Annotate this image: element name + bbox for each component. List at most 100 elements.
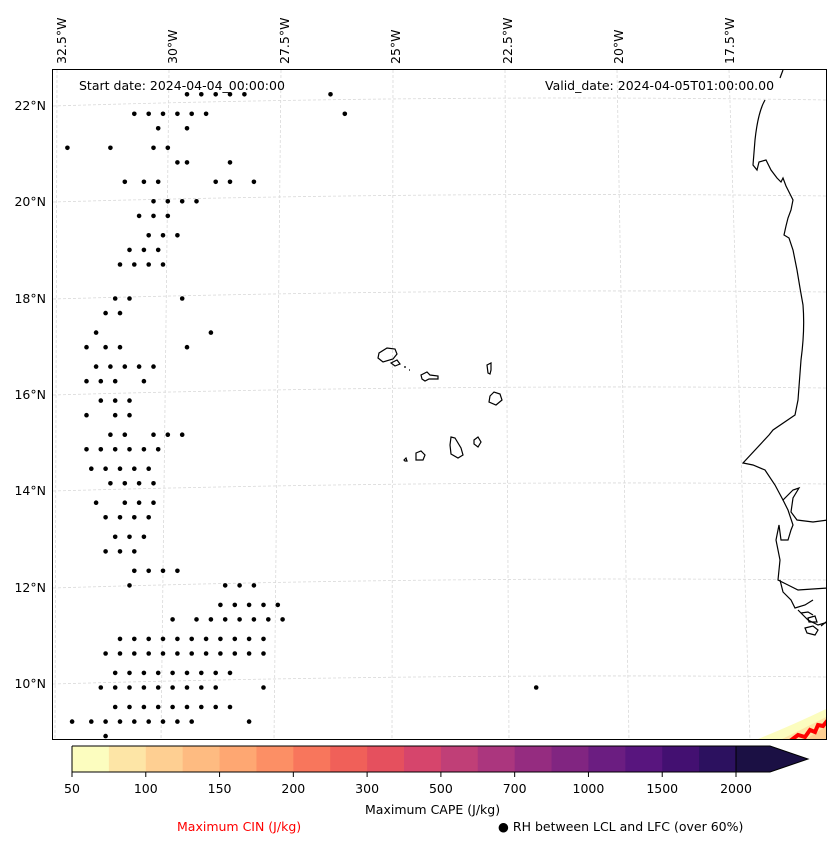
rh-dot [227, 179, 233, 185]
rh-dot [170, 685, 175, 690]
colorbar-bin [514, 746, 553, 772]
coastline-cape-verde-santo-antao [377, 347, 398, 363]
rh-dot [127, 398, 132, 403]
lat-label-18n: 18°N [14, 291, 46, 306]
rh-dot [184, 704, 190, 710]
rh-dot [199, 704, 204, 710]
rh-dot [151, 213, 156, 219]
gridline-lat-14n [53, 482, 826, 492]
rh-dot [251, 583, 257, 588]
cape-colorbar [71, 745, 810, 777]
coastline-cape-verde-sao-vicente [389, 359, 401, 367]
rh-dot [175, 719, 180, 724]
gridline-lon-32-5w [54, 70, 58, 739]
rh-dot [179, 432, 185, 438]
rh-dot [117, 466, 123, 472]
colorbar-bin [108, 746, 147, 772]
rh-dot [227, 92, 233, 97]
rh-dot [242, 92, 247, 97]
rh-dot [132, 719, 137, 724]
rh-dot [108, 481, 113, 486]
colorbar-tick-label: 1500 [646, 781, 679, 796]
rh-dot [246, 602, 252, 608]
coastline-cape-verde-maio [473, 436, 482, 448]
rh-dot [122, 481, 128, 486]
lon-label-20w: 20°W [611, 29, 626, 64]
colorbar-bin [182, 746, 221, 772]
rh-dot [175, 651, 180, 656]
coastline-cape-verde-fogo [415, 450, 426, 461]
coastlines [377, 70, 826, 636]
rh-dot [151, 145, 156, 151]
valid-date-label: Valid_date: 2024-04-05T01:00:00.00 [545, 78, 775, 93]
rh-dot [237, 583, 242, 588]
rh-dot [328, 92, 333, 97]
coastline-cape-verde-brava [403, 456, 408, 462]
rh-dot [165, 199, 171, 204]
rh-dot [251, 617, 257, 622]
rh-dot [127, 247, 132, 253]
rh-dot [227, 704, 233, 710]
map-panel[interactable] [52, 69, 827, 740]
rh-dot [261, 685, 266, 690]
rh-dot [89, 719, 94, 724]
rh-dot [208, 617, 214, 622]
rh-dot [93, 500, 99, 506]
gridline-lat-18n [53, 290, 826, 300]
rh-dot [141, 447, 147, 452]
rh-dot [103, 466, 108, 472]
rh-dot [208, 330, 214, 335]
rh-dot [232, 602, 238, 608]
gridline-lon-25w [391, 70, 394, 739]
rh-dot [132, 111, 137, 117]
rh-dot [160, 262, 166, 267]
rh-dot [146, 568, 151, 574]
rh-dot [84, 447, 89, 452]
rh-dot [151, 500, 156, 506]
colorbar-bin [367, 746, 405, 772]
rh-dot [132, 651, 137, 656]
rh-dot [189, 111, 194, 117]
rh-dot [103, 733, 108, 739]
rh-dot [151, 432, 156, 438]
colorbar-bin [699, 746, 737, 772]
gridline-lat-16n [53, 386, 826, 396]
rh-dot [127, 685, 132, 690]
cin-legend-label: Maximum CIN (J/kg) [177, 819, 302, 834]
rh-dot [218, 651, 223, 656]
rh-dot [342, 111, 348, 117]
rh-dot [112, 296, 118, 301]
rh-dot [203, 111, 209, 117]
colorbar-tick-label: 150 [207, 781, 232, 796]
rh-dot [165, 432, 171, 438]
rh-dot [127, 704, 132, 710]
colorbar-tick-label: 700 [502, 781, 527, 796]
rh-dot [184, 685, 190, 690]
gridline-lon-27-5w [273, 70, 282, 739]
rh-dot [108, 145, 113, 151]
gridline-lon-20w [616, 70, 630, 739]
rh-dot [246, 651, 252, 656]
rh-dot [132, 515, 137, 520]
rh-dot [146, 651, 151, 656]
colorbar-bin [219, 746, 257, 772]
colorbar-bin [662, 746, 700, 772]
rh-dot [266, 617, 271, 622]
lon-label-27-5w: 27.5°W [277, 17, 292, 64]
rh-dot [246, 636, 252, 642]
gridline-lat-22n [53, 97, 826, 107]
rh-dot [194, 199, 199, 204]
rh-dot [103, 651, 108, 656]
colorbar-bin [72, 746, 110, 772]
rh-dot [184, 126, 190, 131]
rh-dot [127, 447, 132, 452]
rh-dot [141, 685, 147, 690]
rh-dot [117, 344, 123, 350]
colorbar-bin [256, 746, 294, 772]
colorbar-bin [145, 746, 184, 772]
rh-dot [280, 617, 285, 622]
rh-dot [136, 481, 142, 486]
rh-dot [155, 685, 161, 690]
rh-dot [165, 213, 171, 219]
colorbar-outline [71, 745, 736, 773]
